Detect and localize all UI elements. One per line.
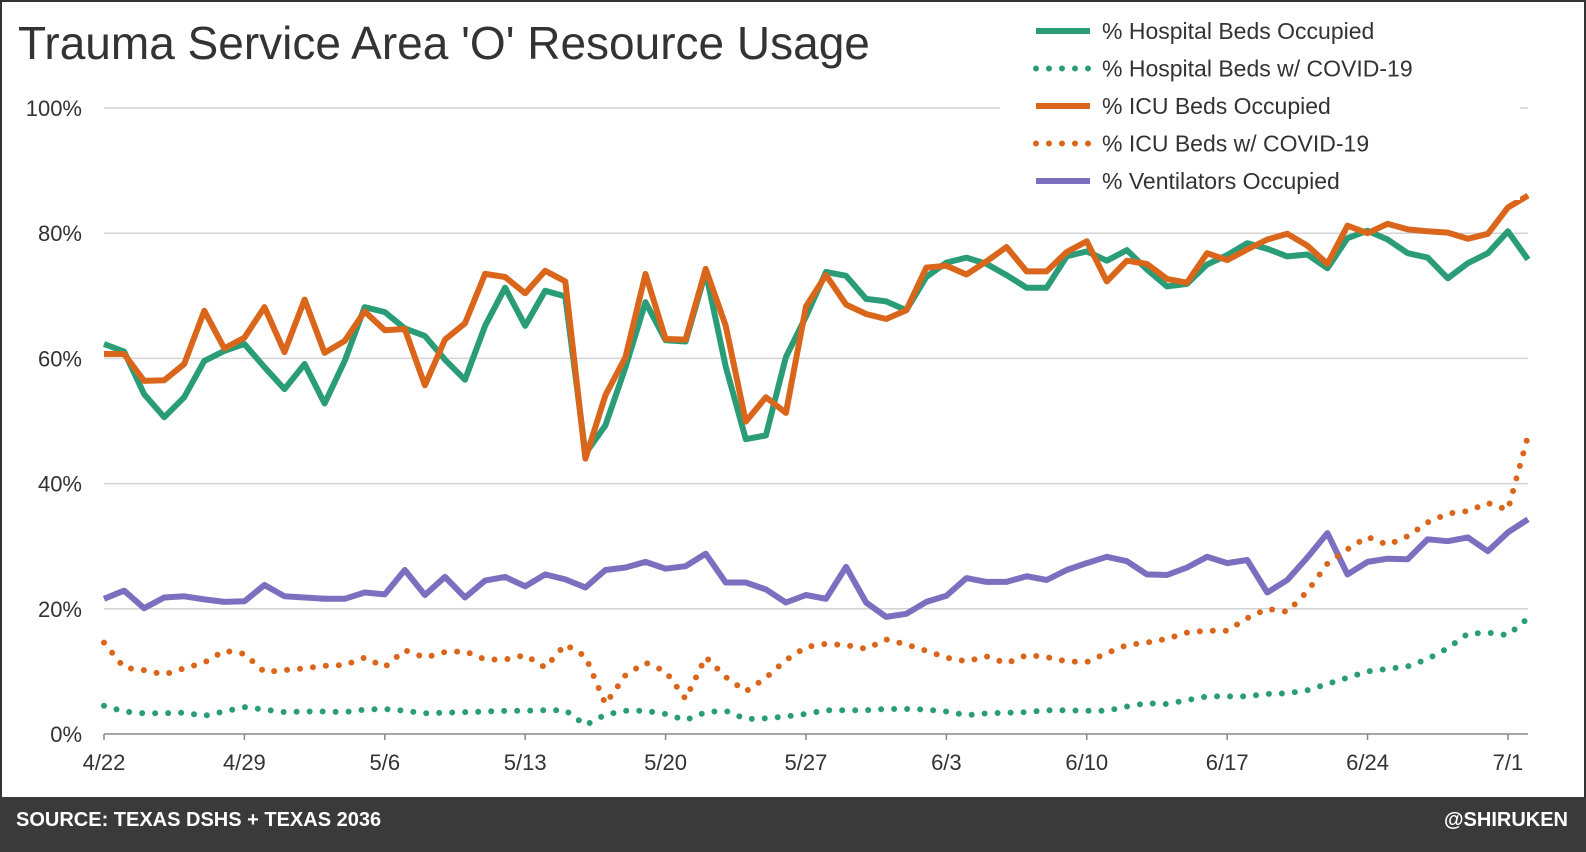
x-tick-label: 5/13 [504, 750, 547, 775]
y-tick-label: 0% [50, 722, 82, 747]
legend-label: % ICU Beds Occupied [1102, 93, 1331, 119]
chart-title: Trauma Service Area 'O' Resource Usage [18, 17, 870, 69]
y-tick-label: 20% [38, 597, 82, 622]
series-layer [101, 193, 1531, 729]
axis-layer: 0% 20% 40% 60% 80% 100% 4/22 4/29 5/6 5/13 5/20 5/2… [26, 96, 1524, 775]
legend-label: % Ventilators Occupied [1102, 168, 1340, 194]
x-tick-label: 5/27 [785, 750, 828, 775]
x-tick-label: 7/1 [1493, 750, 1524, 775]
series-line-4 [101, 433, 1531, 707]
x-tick-label: 6/17 [1206, 750, 1249, 775]
x-tick-label: 4/29 [223, 750, 266, 775]
y-tick-label: 60% [38, 346, 82, 371]
footer-bar: SOURCE: TEXAS DSHS + TEXAS 2036 @SHIRUKE… [0, 797, 1586, 852]
grid-layer [104, 107, 1528, 735]
y-tick-label: 40% [38, 472, 82, 497]
x-tick-label: 6/24 [1346, 750, 1389, 775]
y-tick-label: 80% [38, 221, 82, 246]
series-line-2 [101, 615, 1531, 729]
series-line-3 [104, 193, 1530, 462]
source-credit: SOURCE: TEXAS DSHS + TEXAS 2036 [16, 809, 382, 831]
x-tick-label: 6/10 [1065, 750, 1108, 775]
x-tick-label: 5/20 [644, 750, 687, 775]
x-tick-label: 6/3 [931, 750, 962, 775]
x-tick-label: 4/22 [83, 750, 126, 775]
author-handle: @SHIRUKEN [1444, 809, 1568, 831]
legend: % Hospital Beds Occupied % Hospital Beds … [1000, 10, 1520, 200]
series-line-5 [102, 516, 1530, 620]
legend-label: % ICU Beds w/ COVID-19 [1102, 131, 1369, 157]
legend-label: % Hospital Beds Occupied [1102, 18, 1374, 44]
x-tick-label: 5/6 [369, 750, 400, 775]
legend-label: % Hospital Beds w/ COVID-19 [1102, 56, 1413, 82]
y-tick-label: 100% [26, 96, 82, 121]
